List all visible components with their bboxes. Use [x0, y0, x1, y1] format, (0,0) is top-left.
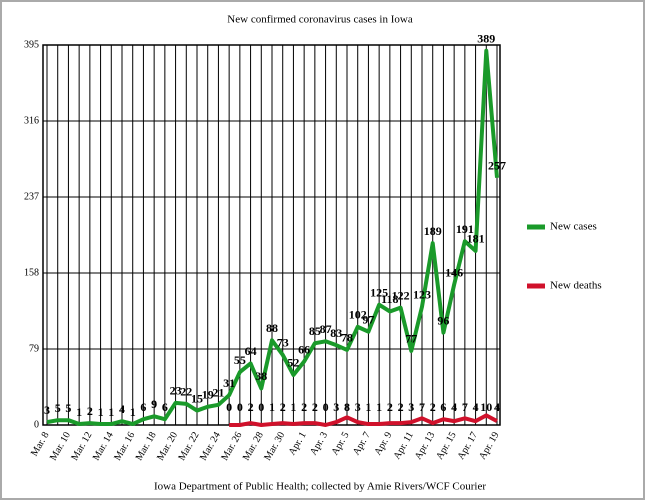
data-label: 19 — [202, 387, 214, 401]
x-tick-label: Mar. 30 — [262, 430, 287, 462]
legend-label: New deaths — [550, 280, 602, 292]
data-label: 85 — [309, 324, 321, 338]
data-label: 1 — [365, 400, 371, 414]
y-tick-label: 0 — [34, 419, 39, 430]
chart-title: New confirmed coronavirus cases in Iowa — [227, 14, 413, 26]
data-label: 122 — [392, 288, 410, 302]
data-label: 15 — [191, 391, 203, 405]
data-label: 6 — [162, 400, 168, 414]
data-label: 23 — [170, 384, 182, 398]
data-label: 97 — [362, 312, 374, 326]
data-label: 3 — [44, 403, 50, 417]
data-label: 2 — [398, 400, 404, 414]
data-label: 52 — [287, 356, 299, 370]
y-tick-label: 158 — [24, 267, 39, 278]
data-label: 189 — [424, 224, 442, 238]
x-tick-label: Apr. 3 — [308, 430, 330, 457]
data-label: 7 — [462, 400, 468, 414]
data-label: 4 — [119, 402, 125, 416]
data-label: 31 — [223, 376, 235, 390]
data-label: 6 — [140, 400, 146, 414]
data-label: 21 — [212, 386, 224, 400]
data-label: 118 — [381, 292, 398, 306]
data-label: 87 — [320, 322, 332, 336]
x-tick-label: Apr. 19 — [477, 430, 502, 461]
data-label: 2 — [301, 400, 307, 414]
data-label: 10 — [480, 400, 492, 414]
y-tick-label: 395 — [24, 39, 39, 50]
data-label: 1 — [108, 405, 114, 419]
data-label: 4 — [473, 400, 479, 414]
data-label: 1 — [269, 400, 275, 414]
data-label: 389 — [477, 32, 495, 46]
data-label: 102 — [349, 308, 367, 322]
data-label: 181 — [467, 232, 485, 246]
series-line — [229, 413, 498, 427]
y-tick-label: 79 — [29, 343, 39, 354]
data-label: 257 — [488, 159, 506, 173]
data-label: 2 — [248, 400, 254, 414]
data-label: 38 — [255, 369, 267, 383]
data-label: 0 — [258, 400, 264, 414]
data-label: 2 — [430, 400, 436, 414]
data-label: 1 — [376, 400, 382, 414]
data-label: 73 — [277, 336, 289, 350]
data-label: 2 — [312, 400, 318, 414]
data-label: 8 — [344, 400, 350, 414]
data-label: 0 — [323, 400, 329, 414]
data-label: 2 — [87, 404, 93, 418]
data-label: 4 — [451, 400, 457, 414]
data-label: 9 — [151, 397, 157, 411]
data-label: 1 — [76, 405, 82, 419]
data-label: 83 — [330, 326, 342, 340]
data-label: 55 — [234, 353, 246, 367]
data-label: 3 — [408, 400, 414, 414]
data-label: 22 — [180, 385, 192, 399]
data-label: 3 — [333, 400, 339, 414]
x-tick-label: Apr. 7 — [351, 430, 373, 457]
x-tick-label: Apr. 1 — [287, 430, 309, 457]
data-label: 1 — [130, 405, 136, 419]
data-label: 2 — [280, 400, 286, 414]
y-tick-label: 237 — [24, 191, 39, 202]
data-label: 88 — [266, 321, 278, 335]
data-label: 96 — [437, 313, 449, 327]
data-label: 5 — [55, 401, 61, 415]
data-label: 191 — [456, 222, 474, 236]
source: Iowa Department of Public Health; collec… — [154, 481, 486, 493]
y-tick-label: 316 — [24, 115, 39, 126]
data-label: 0 — [226, 400, 232, 414]
x-tick-label: Apr. 5 — [330, 430, 352, 457]
data-label: 146 — [445, 265, 463, 279]
data-label: 2 — [387, 400, 393, 414]
data-label: 6 — [440, 400, 446, 414]
data-label: 0 — [237, 400, 243, 414]
data-label: 77 — [405, 332, 417, 346]
x-tick-label: Apr. 9 — [372, 430, 394, 457]
data-label: 123 — [413, 287, 431, 301]
data-label: 7 — [419, 400, 425, 414]
x-tick-label: Mar. 8 — [29, 430, 52, 458]
data-label: 4 — [494, 400, 500, 414]
data-label: 5 — [65, 401, 71, 415]
data-label: 1 — [290, 400, 296, 414]
data-label: 125 — [370, 285, 388, 299]
data-label: 1 — [98, 405, 104, 419]
data-label: 78 — [341, 331, 353, 345]
legend-label: New cases — [550, 221, 597, 233]
data-label: 3 — [355, 400, 361, 414]
data-label: 66 — [298, 342, 310, 356]
data-label: 64 — [245, 344, 257, 358]
series-line — [46, 48, 499, 427]
